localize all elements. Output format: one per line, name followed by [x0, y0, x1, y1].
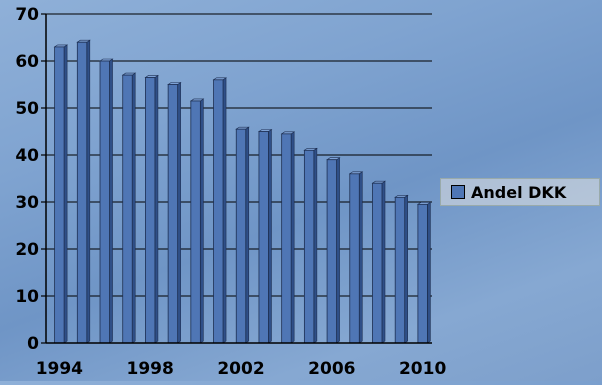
axes [41, 13, 432, 344]
y-tick-label: 70 [15, 5, 39, 25]
y-tick-label: 50 [15, 99, 39, 119]
bar [303, 147, 318, 344]
bar [257, 128, 273, 344]
bar [280, 131, 296, 344]
bar [326, 157, 341, 344]
x-tick-label: 1998 [127, 359, 174, 379]
bar [235, 126, 250, 344]
x-tick-label: 2002 [217, 359, 264, 379]
bar [144, 74, 159, 344]
bar [212, 77, 228, 344]
x-tick-label: 2006 [308, 359, 355, 379]
x-tick-label: 1994 [36, 359, 83, 379]
legend-label: Andel DKK [471, 182, 567, 202]
x-tick-label: 2010 [399, 359, 446, 379]
bar [53, 44, 69, 344]
bar [76, 39, 91, 344]
bar [371, 180, 386, 344]
y-tick-label: 60 [15, 52, 39, 72]
y-tick-label: 20 [15, 240, 39, 260]
bar [394, 194, 409, 344]
legend: Andel DKK [440, 178, 600, 206]
y-tick-label: 10 [15, 287, 39, 307]
x-tick-labels: 1994 1998 2002 2006 2010 [36, 359, 447, 379]
bar [416, 201, 432, 344]
y-tick-label: 40 [15, 146, 39, 166]
y-tick-label: 0 [27, 334, 39, 354]
bar [99, 58, 114, 344]
y-tick-label: 30 [15, 193, 39, 213]
bar [348, 171, 364, 344]
bar [121, 72, 137, 344]
bar [189, 98, 205, 344]
legend-swatch [451, 185, 465, 199]
bars [53, 39, 432, 344]
y-tick-labels: 0 10 20 30 40 50 60 70 [15, 5, 39, 354]
bar [167, 81, 182, 344]
